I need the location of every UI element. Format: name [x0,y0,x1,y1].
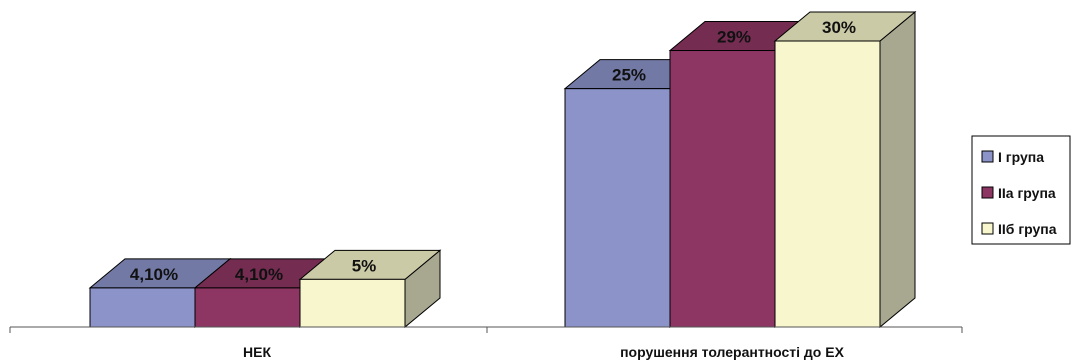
bar-front-face [774,40,881,328]
bar-side-face [879,10,916,329]
legend-item-1: ІІа група [981,185,1056,201]
bars-layer [88,10,917,329]
data-label-1-1: 29% [717,28,751,47]
data-label-1-0: 25% [612,66,646,85]
data-label-0-1: 4,10% [235,265,283,284]
legend-swatch [981,150,994,163]
data-label-0-2: 5% [352,256,377,275]
legend-swatch [981,222,994,235]
legend-swatch [981,186,994,199]
category-label-0: НЕК [243,344,271,360]
bar-front-face [194,287,301,328]
legend-label: ІІа група [998,185,1056,201]
bar-front-face [564,88,671,328]
legend: І група ІІа група ІІб група [971,135,1071,245]
data-label-1-2: 30% [822,18,856,37]
legend-item-0: І група [981,149,1044,165]
x-axis: НЕК порушення толерантності до ЕХ [9,326,963,360]
legend-label: І група [998,149,1044,165]
data-label-0-0: 4,10% [130,265,178,284]
bar-front-face [299,278,406,328]
bar-0-2 [298,249,442,329]
bar-front-face [89,287,196,328]
bar-1-2 [773,10,917,329]
category-label-1: порушення толерантності до ЕХ [620,344,845,360]
legend-item-2: ІІб група [981,221,1057,237]
bar-front-face [669,50,776,328]
legend-label: ІІб група [998,221,1057,237]
data-labels-layer: 4,10% 4,10% 5% 25% 29% 30% [130,18,856,284]
